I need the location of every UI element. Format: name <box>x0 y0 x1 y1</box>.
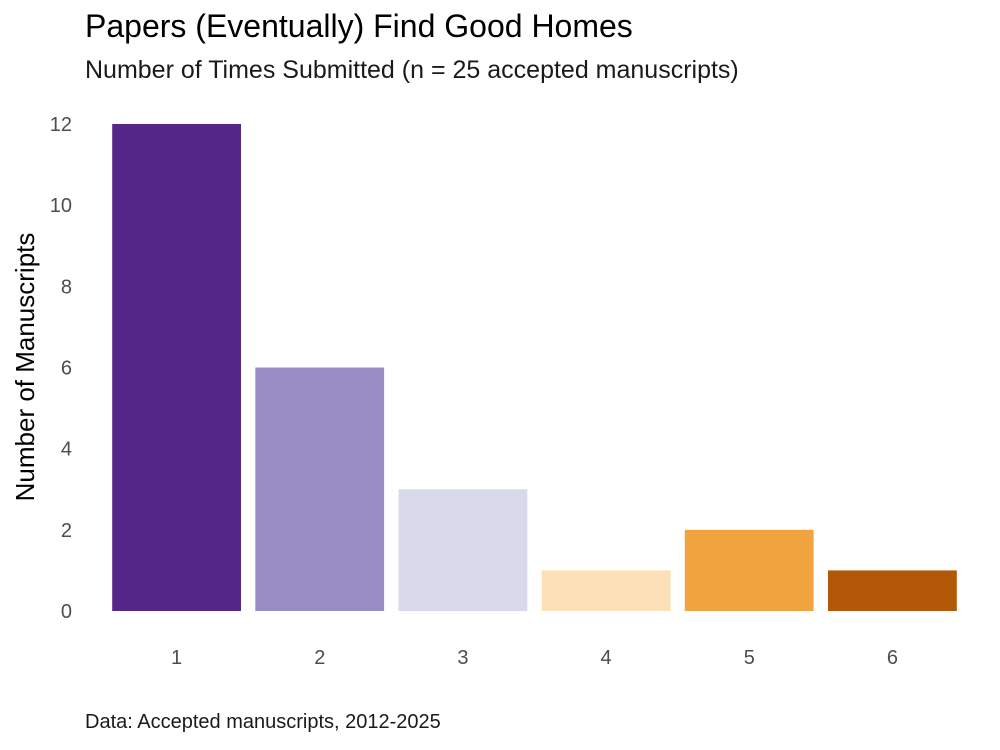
bars-group <box>112 124 957 612</box>
bar-1 <box>112 124 241 611</box>
chart-title: Papers (Eventually) Find Good Homes <box>85 8 633 44</box>
bar-2 <box>255 367 385 611</box>
bar-4 <box>541 570 671 611</box>
y-tick-label: 0 <box>61 601 72 623</box>
y-tick-label: 2 <box>61 520 72 542</box>
bar-3 <box>398 489 528 612</box>
y-tick-labels: 0 2 4 6 8 10 12 <box>50 114 72 623</box>
y-axis-title: Number of Manuscripts <box>10 233 40 502</box>
x-tick-labels: 1 2 3 4 5 6 <box>171 647 898 669</box>
y-tick-label: 8 <box>61 276 72 298</box>
chart-caption: Data: Accepted manuscripts, 2012-2025 <box>85 711 441 733</box>
x-tick-label: 5 <box>744 647 755 669</box>
x-tick-label: 6 <box>887 647 898 669</box>
bar-5 <box>684 529 814 611</box>
bar-6 <box>828 570 957 611</box>
y-tick-label: 12 <box>50 114 72 136</box>
x-tick-label: 4 <box>601 647 612 669</box>
chart-subtitle: Number of Times Submitted (n = 25 accept… <box>85 56 739 84</box>
y-tick-label: 6 <box>61 358 72 380</box>
x-tick-label: 1 <box>171 647 182 669</box>
y-tick-label: 4 <box>61 439 72 461</box>
y-tick-label: 10 <box>50 195 72 217</box>
x-tick-label: 3 <box>457 647 468 669</box>
x-tick-label: 2 <box>314 647 325 669</box>
